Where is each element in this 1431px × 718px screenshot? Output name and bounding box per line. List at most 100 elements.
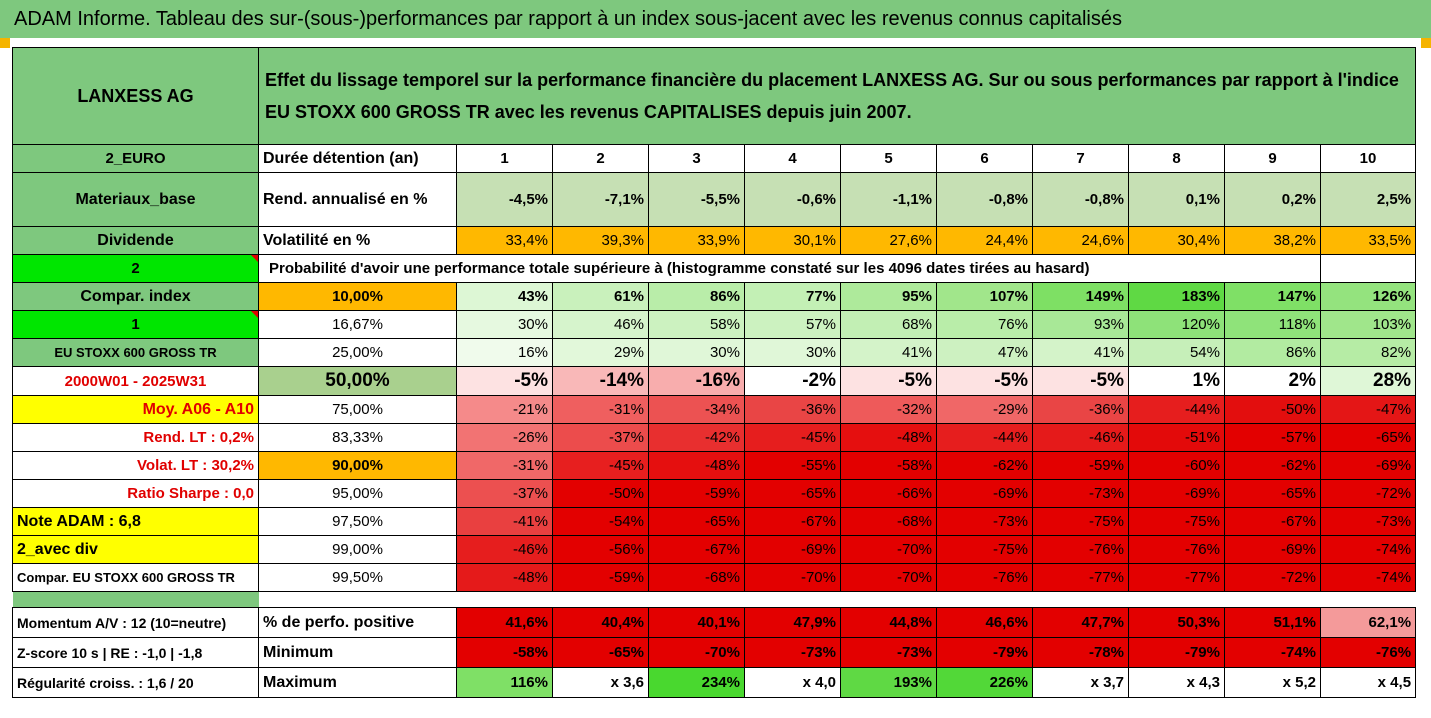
probability-threshold: 90,00%	[258, 451, 457, 480]
probability-value: -45%	[744, 423, 841, 452]
vol-value: 27,6%	[840, 226, 937, 255]
probability-value: 183%	[1128, 282, 1225, 311]
stat-value: 193%	[840, 667, 937, 698]
probability-value: -51%	[1128, 423, 1225, 452]
probability-value: 82%	[1319, 338, 1417, 367]
stat-value: 50,3%	[1128, 607, 1225, 638]
rend-value: 0,2%	[1224, 172, 1321, 227]
year-header: 5	[840, 144, 937, 173]
stat-label: Momentum A/V : 12 (10=neutre)	[12, 607, 259, 638]
vol-value: 33,4%	[456, 226, 553, 255]
probability-value: -57%	[1224, 423, 1321, 452]
left-label: Rend. LT : 0,2%	[12, 423, 259, 452]
probability-value: 86%	[648, 282, 745, 311]
probability-value: -37%	[552, 423, 649, 452]
probability-threshold: 50,00%	[258, 366, 457, 396]
probability-value: -32%	[840, 395, 937, 424]
probability-value: -69%	[744, 535, 841, 564]
probability-value: -34%	[648, 395, 745, 424]
probability-value: -36%	[1032, 395, 1129, 424]
probability-value: -62%	[1224, 451, 1321, 480]
vol-value: 30,1%	[744, 226, 841, 255]
probability-value: -65%	[648, 507, 745, 536]
stat-value: 46,6%	[936, 607, 1033, 638]
probability-value: 149%	[1032, 282, 1129, 311]
probability-threshold: 95,00%	[258, 479, 457, 508]
probability-value: -67%	[648, 535, 745, 564]
probability-value: -62%	[936, 451, 1033, 480]
left-label: 1	[12, 310, 259, 339]
corner-marker-right	[1421, 38, 1431, 48]
left-label: EU STOXX 600 GROSS TR	[12, 338, 259, 367]
probability-value: -42%	[648, 423, 745, 452]
header-description: Effet du lissage temporel sur la perform…	[257, 47, 1417, 145]
probability-value: -5%	[936, 366, 1033, 396]
probability-value: -45%	[552, 451, 649, 480]
stat-value: -70%	[648, 637, 745, 668]
probability-value: -76%	[1128, 535, 1225, 564]
left-label: 2_avec div	[12, 535, 259, 564]
probability-value: -75%	[936, 535, 1033, 564]
probability-value: 46%	[552, 310, 649, 339]
probability-value: -77%	[1032, 563, 1129, 592]
year-header: 1	[456, 144, 553, 173]
stat-value: 51,1%	[1224, 607, 1321, 638]
probability-value: -70%	[840, 535, 937, 564]
probability-value: -46%	[1032, 423, 1129, 452]
probability-value: 30%	[648, 338, 745, 367]
stat-value: 226%	[936, 667, 1033, 698]
probability-value: 147%	[1224, 282, 1321, 311]
vol-value: 30,4%	[1128, 226, 1225, 255]
probability-value: 30%	[456, 310, 553, 339]
probability-value: 95%	[840, 282, 937, 311]
probability-value: -2%	[744, 366, 841, 396]
rend-value: 2,5%	[1319, 172, 1417, 227]
probability-value: -26%	[456, 423, 553, 452]
probability-value: -46%	[456, 535, 553, 564]
rend-value: -0,8%	[1032, 172, 1129, 227]
probability-value: 16%	[456, 338, 553, 367]
probability-value: -41%	[456, 507, 553, 536]
stat-value: -58%	[456, 637, 553, 668]
stat-value: 47,7%	[1032, 607, 1129, 638]
left-label: Volat. LT : 30,2%	[12, 451, 259, 480]
rend-value: -4,5%	[456, 172, 553, 227]
probability-value: 93%	[1032, 310, 1129, 339]
probability-value: -77%	[1128, 563, 1225, 592]
stat-label: Régularité croiss. : 1,6 / 20	[12, 667, 259, 698]
stat-value: -65%	[552, 637, 649, 668]
probability-value: 2%	[1224, 366, 1321, 396]
probability-value: -37%	[456, 479, 553, 508]
probability-value: -73%	[936, 507, 1033, 536]
probability-value: -48%	[648, 451, 745, 480]
stat-value: -76%	[1319, 637, 1417, 668]
probability-value: -69%	[1319, 451, 1417, 480]
year-header: 3	[648, 144, 745, 173]
duration-label: Durée détention (an)	[258, 144, 457, 173]
probability-threshold: 97,50%	[258, 507, 457, 536]
probability-value: -67%	[1224, 507, 1321, 536]
probability-value: 28%	[1319, 366, 1417, 396]
stat-value: x 4,5	[1319, 667, 1417, 698]
probability-value: -14%	[552, 366, 649, 396]
probability-value: -58%	[840, 451, 937, 480]
stat-value: x 5,2	[1224, 667, 1321, 698]
stat-value: -73%	[840, 637, 937, 668]
probability-threshold: 10,00%	[258, 282, 457, 311]
probability-value: 76%	[936, 310, 1033, 339]
stat-value: 62,1%	[1319, 607, 1417, 638]
stat-value: x 4,0	[744, 667, 841, 698]
probability-value: 68%	[840, 310, 937, 339]
empty-cell	[1319, 254, 1417, 283]
probability-value: -66%	[840, 479, 937, 508]
probability-value: -70%	[840, 563, 937, 592]
probability-value: -50%	[552, 479, 649, 508]
year-header: 4	[744, 144, 841, 173]
probability-value: -76%	[1032, 535, 1129, 564]
probability-value: -50%	[1224, 395, 1321, 424]
year-header: 8	[1128, 144, 1225, 173]
probability-threshold: 83,33%	[258, 423, 457, 452]
stat-value: -78%	[1032, 637, 1129, 668]
probability-value: -59%	[648, 479, 745, 508]
stat-value: x 4,3	[1128, 667, 1225, 698]
